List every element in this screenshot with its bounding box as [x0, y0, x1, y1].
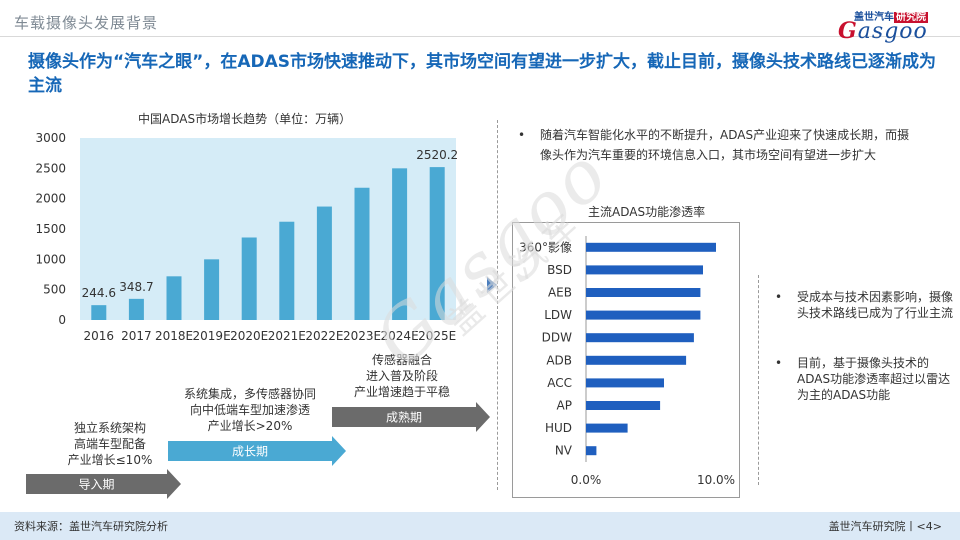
- bullet-dot-icon: •: [775, 290, 783, 304]
- penetration-bar-LDW: [586, 310, 701, 320]
- stage-description-3: 传感器融合进入普及阶段 产业增速趋于平稳: [332, 352, 472, 400]
- bar-2023E: [354, 187, 370, 320]
- page-number: 盖世汽车研究院丨<4>: [828, 520, 942, 533]
- y-tick-label: 1000: [35, 252, 66, 266]
- y-tick-label: 1500: [35, 222, 66, 236]
- stage-description-line: 传感器融合: [371, 353, 432, 367]
- section-title: 车载摄像头发展背景: [14, 14, 159, 32]
- category-label: BSD: [547, 263, 572, 277]
- adas-market-bar-chart: 0 500 1000 1500 2000 2500 3000 244.6 2016 348.7 20…: [35, 131, 458, 343]
- bar-2018E: [166, 276, 182, 320]
- bullet-dot-icon: •: [518, 128, 526, 142]
- stage-description-line: 产业增速趋于平稳: [353, 385, 450, 399]
- x-tick-label: 2017: [121, 329, 152, 343]
- right-bullet-2: • 目前，基于摄像头技术的ADAS功能渗透率超过以雷达为主的ADAS功能: [775, 355, 955, 403]
- bar-2024E: [392, 168, 408, 320]
- right-bullet-1: • 受成本与技术因素影响，摄像头技术路线已成为了行业主流: [775, 289, 955, 321]
- penetration-bar-360°影像: [586, 242, 716, 252]
- penetration-bar-AEB: [586, 288, 701, 297]
- bar-2019E: [204, 259, 220, 320]
- y-tick-label: 3000: [35, 131, 66, 145]
- x-tick-label: 2016: [84, 329, 115, 343]
- stage-description-1: 独立系统架构 高端车型配备 产业增长≤10%: [40, 420, 180, 468]
- footer-bar: 资料来源：盖世汽车研究院分析 盖世汽车研究院丨<4>: [0, 512, 960, 540]
- stage-label: 导入期: [78, 478, 114, 492]
- stage-description-line: 高端车型配备: [73, 437, 146, 451]
- gasgoo-logo: 盖世汽车 研究院 Gasgoo: [830, 8, 942, 44]
- stage-description-line: 进入普及阶段: [365, 369, 438, 383]
- data-label: 348.7: [119, 280, 153, 294]
- penetration-bar-NV: [586, 446, 597, 456]
- stage-description-line: 独立系统架构: [73, 421, 146, 435]
- right-top-bullet: • 随着汽车智能化水平的不断提升，ADAS产业迎来了快速成长期，而摄像头作为汽车…: [518, 125, 918, 165]
- right-bullet-2-text: 目前，基于摄像头技术的ADAS功能渗透率超过以雷达为主的ADAS功能: [797, 356, 951, 402]
- source-note: 资料来源：盖世汽车研究院分析: [14, 520, 168, 533]
- y-tick-label: 2500: [35, 161, 66, 175]
- x-tick-label: 2025E: [418, 329, 456, 343]
- bar-2021E: [279, 221, 295, 320]
- category-label: 360°影像: [519, 240, 572, 254]
- penetration-bar-HUD: [586, 423, 628, 433]
- headline: 摄像头作为“汽车之眼”，在ADAS市场快速推动下，其市场空间有望进一步扩大，截止…: [28, 52, 937, 96]
- logo-cn-red: 研究院: [894, 12, 928, 23]
- right-top-bullet-text: 随着汽车智能化水平的不断提升，ADAS产业迎来了快速成长期，而摄像头作为汽车重要…: [540, 128, 910, 162]
- data-label: 244.6: [82, 286, 116, 300]
- data-label: 2520.2: [416, 148, 458, 162]
- x-tick-label: 0.0%: [571, 473, 602, 487]
- stage-description-2: 系统集成，多传感器协同 向中低端车型加速渗透 产业增长>20%: [160, 386, 340, 434]
- x-tick-label: 2024E: [381, 329, 419, 343]
- stage-arrow-2: [168, 436, 346, 466]
- penetration-bar-ACC: [586, 378, 664, 388]
- stage-arrow-3: [332, 402, 490, 432]
- penetration-bar-chart: 360°影像 BSD AEB LDW DDW ADB ACC AP HUD NV 0.0% 10.0%: [519, 236, 735, 487]
- logo-en-text: Gasgoo: [838, 18, 928, 44]
- bar-2020E: [241, 237, 257, 320]
- right-note-box: [758, 275, 948, 485]
- bar-2025E: [429, 167, 445, 320]
- category-label: DDW: [542, 331, 572, 345]
- penetration-chart-title: 主流ADAS功能渗透率: [588, 205, 706, 219]
- x-tick-label: 2020E: [230, 329, 268, 343]
- stage-description-line: 系统集成，多传感器协同: [183, 387, 316, 401]
- x-tick-label: 2023E: [343, 329, 381, 343]
- bar-2022E: [316, 206, 332, 320]
- penetration-bar-DDW: [586, 333, 694, 343]
- penetration-bar-AP: [586, 401, 661, 410]
- right-bullet-1-text: 受成本与技术因素影响，摄像头技术路线已成为了行业主流: [797, 290, 954, 320]
- category-label: ADB: [546, 353, 572, 367]
- penetration-bar-BSD: [586, 265, 703, 275]
- stage-arrow-1: [26, 469, 181, 499]
- x-tick-label: 2022E: [305, 329, 343, 343]
- logo-cn-text: 盖世汽车 研究院: [854, 12, 928, 23]
- x-tick-label: 10.0%: [697, 473, 735, 487]
- y-tick-label: 0: [58, 313, 66, 327]
- stage-label: 成长期: [232, 445, 268, 459]
- x-tick-label: 2021E: [268, 329, 306, 343]
- x-tick-label: 2019E: [193, 329, 231, 343]
- category-label: NV: [555, 444, 573, 458]
- vertical-divider: [497, 120, 498, 490]
- stage-label: 成熟期: [386, 410, 422, 425]
- bar-2017: [128, 298, 144, 320]
- category-label: ACC: [547, 376, 572, 390]
- category-label: AP: [557, 399, 572, 413]
- bar-2016: [91, 305, 107, 320]
- category-label: LDW: [544, 308, 572, 322]
- category-label: HUD: [545, 421, 572, 435]
- bullet-dot-icon: •: [775, 356, 783, 370]
- adas-market-chart-title: 中国ADAS市场增长趋势（单位：万辆）: [138, 112, 352, 126]
- triangle-right-icon: [487, 277, 497, 293]
- stage-description-line: 向中低端车型加速渗透: [189, 403, 310, 417]
- stage-description-line: 产业增长>20%: [207, 419, 293, 433]
- stage-description-line: 产业增长≤10%: [67, 453, 153, 467]
- x-tick-label: 2018E: [155, 329, 193, 343]
- category-label: AEB: [548, 286, 572, 300]
- penetration-bar-ADB: [586, 355, 687, 365]
- y-tick-label: 500: [43, 283, 66, 297]
- header-divider: [0, 36, 960, 37]
- y-tick-label: 2000: [35, 192, 66, 206]
